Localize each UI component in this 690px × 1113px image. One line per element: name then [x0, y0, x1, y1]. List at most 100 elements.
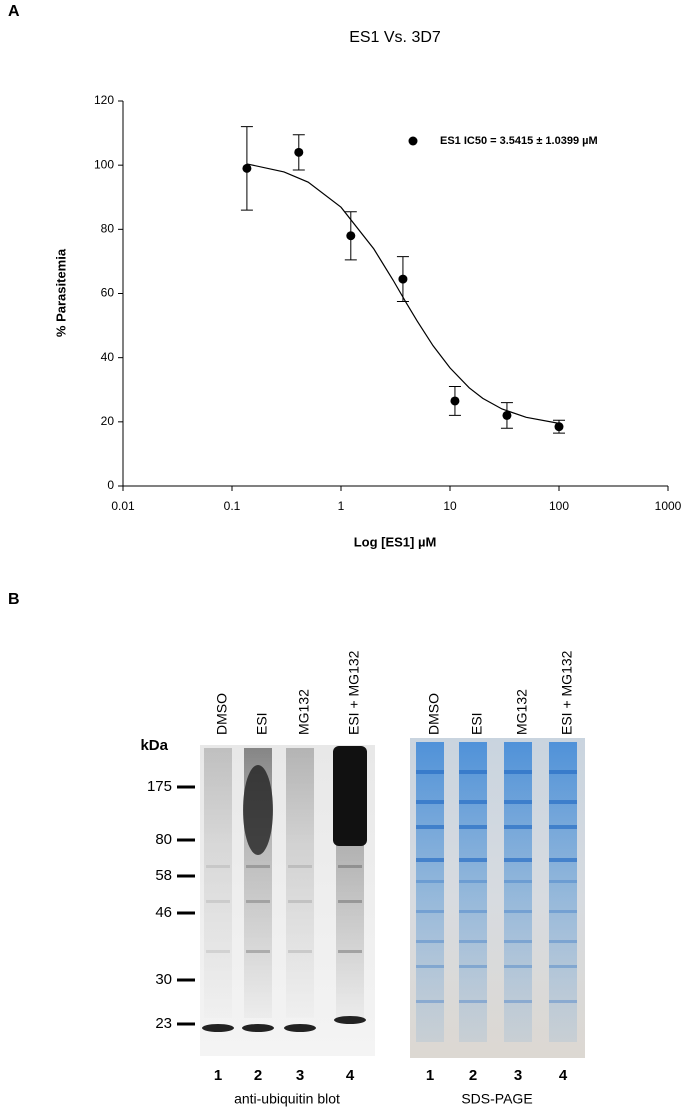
saturated-signal [333, 746, 367, 846]
band [549, 858, 577, 862]
band [206, 950, 230, 953]
lane-label: MG132 [514, 689, 530, 735]
lane-label: ESI [254, 712, 270, 735]
band [504, 940, 532, 943]
lane-label: ESI [469, 712, 485, 735]
x-tick-label: 0.1 [224, 499, 241, 513]
band [288, 865, 312, 868]
lane-smear [286, 748, 314, 1018]
panel-label: B [8, 591, 20, 608]
band [416, 965, 444, 968]
band [416, 940, 444, 943]
x-axis-label: Log [ES1] µM [354, 534, 437, 549]
data-point [346, 231, 356, 241]
lane-label: MG132 [296, 689, 312, 735]
data-point [502, 410, 512, 420]
data-point [554, 422, 564, 432]
y-tick-label: 20 [101, 414, 115, 428]
band [416, 880, 444, 883]
y-tick-label: 80 [101, 222, 115, 236]
band [459, 770, 487, 774]
band [459, 880, 487, 883]
x-tick-label: 10 [443, 499, 457, 513]
y-tick-label: 60 [101, 286, 115, 300]
lane-label: ESI + MG132 [346, 650, 362, 735]
x-tick-label: 1000 [655, 499, 682, 513]
x-tick-label: 100 [549, 499, 569, 513]
band [504, 910, 532, 913]
band [206, 900, 230, 903]
x-tick-label: 0.01 [111, 499, 135, 513]
lane-stain [549, 742, 577, 1042]
band [459, 1000, 487, 1003]
lane-smear [204, 748, 232, 1018]
band-23kda [334, 1016, 366, 1024]
marker-label: 58 [155, 867, 172, 884]
lane-label: ESI + MG132 [559, 650, 575, 735]
band [549, 1000, 577, 1003]
marker-label: 23 [155, 1015, 172, 1032]
band [549, 940, 577, 943]
marker-label: 80 [155, 831, 172, 848]
band [338, 865, 362, 868]
band [549, 825, 577, 829]
lane-number: 2 [254, 1067, 262, 1084]
band [416, 825, 444, 829]
band [504, 858, 532, 862]
lane-number: 1 [214, 1067, 222, 1084]
band [549, 880, 577, 883]
y-tick-label: 40 [101, 350, 115, 364]
fit-curve [246, 163, 560, 424]
marker-label: 30 [155, 971, 172, 988]
band [459, 910, 487, 913]
band [338, 950, 362, 953]
band [459, 800, 487, 804]
band-23kda [242, 1024, 274, 1032]
y-axis-label: % Parasitemia [53, 248, 68, 337]
band [459, 965, 487, 968]
band [549, 965, 577, 968]
band [416, 910, 444, 913]
band [459, 858, 487, 862]
y-tick-label: 0 [107, 478, 114, 492]
data-point [450, 396, 460, 406]
kda-label: kDa [140, 737, 168, 754]
band [416, 800, 444, 804]
data-point [294, 147, 304, 157]
band [246, 900, 270, 903]
gel-caption: SDS-PAGE [461, 1091, 532, 1107]
band [504, 1000, 532, 1003]
lane-number: 1 [426, 1067, 434, 1084]
marker-label: 46 [155, 904, 172, 921]
band [246, 865, 270, 868]
y-tick-label: 120 [94, 93, 114, 107]
band-23kda [202, 1024, 234, 1032]
panel-label: A [8, 3, 20, 20]
x-tick-label: 1 [338, 499, 345, 513]
band [504, 825, 532, 829]
band [504, 800, 532, 804]
legend-label: ES1 IC50 = 3.5415 ± 1.0399 µM [440, 135, 598, 147]
strong-signal [243, 765, 273, 855]
lane-stain [459, 742, 487, 1042]
band [416, 770, 444, 774]
band [549, 910, 577, 913]
data-point [398, 274, 408, 284]
band [416, 1000, 444, 1003]
lane-number: 4 [559, 1067, 568, 1084]
band [549, 770, 577, 774]
lane-label: DMSO [426, 693, 442, 735]
data-point [242, 163, 252, 173]
band [504, 965, 532, 968]
marker-label: 175 [147, 778, 172, 795]
band [288, 950, 312, 953]
band [246, 950, 270, 953]
blot-caption: anti-ubiquitin blot [234, 1091, 340, 1107]
band [504, 770, 532, 774]
band-23kda [284, 1024, 316, 1032]
band [504, 880, 532, 883]
band [549, 800, 577, 804]
band [288, 900, 312, 903]
lane-stain [504, 742, 532, 1042]
